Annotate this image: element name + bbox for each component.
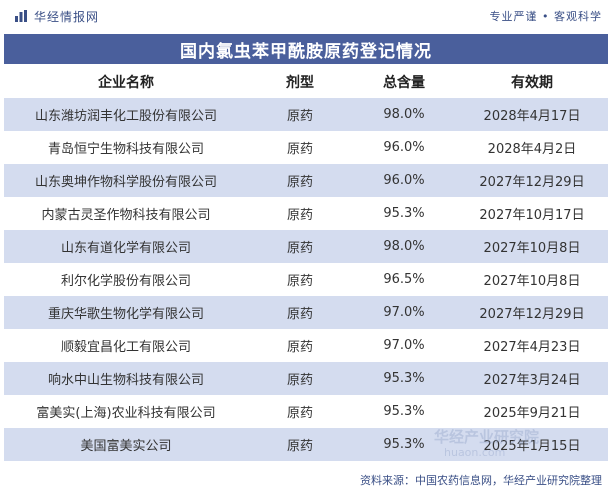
table-row: 顺毅宜昌化工有限公司 原药 97.0% 2027年4月23日 — [4, 329, 608, 362]
content-cell: 96.5% — [352, 263, 456, 296]
company-cell: 山东潍坊润丰化工股份有限公司 — [4, 98, 248, 131]
brand: 华经情报网 — [14, 8, 99, 25]
content-cell: 95.3% — [352, 395, 456, 428]
validity-cell: 2027年10月8日 — [456, 263, 608, 296]
content-cell: 97.0% — [352, 329, 456, 362]
validity-cell: 2027年12月29日 — [456, 164, 608, 197]
table-header-row: 企业名称 剂型 总含量 有效期 — [4, 66, 608, 98]
formulation-cell: 原药 — [248, 428, 352, 461]
column-header-formulation: 剂型 — [248, 66, 352, 98]
content-cell: 95.3% — [352, 362, 456, 395]
company-cell: 内蒙古灵圣作物科技有限公司 — [4, 197, 248, 230]
validity-cell: 2027年3月24日 — [456, 362, 608, 395]
source-text: 资料来源：中国农药信息网，华经产业研究院整理 — [360, 473, 602, 487]
formulation-cell: 原药 — [248, 395, 352, 428]
company-cell: 山东有道化学有限公司 — [4, 230, 248, 263]
source-footer: 资料来源：中国农药信息网，华经产业研究院整理 — [0, 464, 612, 495]
table-row: 内蒙古灵圣作物科技有限公司 原药 95.3% 2027年10月17日 — [4, 197, 608, 230]
formulation-cell: 原药 — [248, 296, 352, 329]
formulation-cell: 原药 — [248, 329, 352, 362]
company-cell: 山东奥坤作物科学股份有限公司 — [4, 164, 248, 197]
company-cell: 重庆华歌生物化学有限公司 — [4, 296, 248, 329]
content-cell: 98.0% — [352, 98, 456, 131]
registration-table: 企业名称 剂型 总含量 有效期 山东潍坊润丰化工股份有限公司 原药 98.0% … — [4, 66, 608, 461]
content-cell: 98.0% — [352, 230, 456, 263]
column-header-company: 企业名称 — [4, 66, 248, 98]
formulation-cell: 原药 — [248, 263, 352, 296]
content-cell: 95.3% — [352, 428, 456, 461]
formulation-cell: 原药 — [248, 197, 352, 230]
column-header-content: 总含量 — [352, 66, 456, 98]
brand-name: 华经情报网 — [34, 9, 100, 24]
table-row: 青岛恒宁生物科技有限公司 原药 96.0% 2028年4月2日 — [4, 131, 608, 164]
table-row: 重庆华歌生物化学有限公司 原药 97.0% 2027年12月29日 — [4, 296, 608, 329]
bar-chart-logo-icon — [15, 10, 27, 22]
table-row: 响水中山生物科技有限公司 原药 95.3% 2027年3月24日 — [4, 362, 608, 395]
column-header-validity: 有效期 — [456, 66, 608, 98]
table-row: 美国富美实公司 原药 95.3% 2025年1月15日 — [4, 428, 608, 461]
page-title: 国内氯虫苯甲酰胺原药登记情况 — [4, 34, 608, 64]
table-row: 富美实(上海)农业科技有限公司 原药 95.3% 2025年9月21日 — [4, 395, 608, 428]
validity-cell: 2027年4月23日 — [456, 329, 608, 362]
formulation-cell: 原药 — [248, 131, 352, 164]
company-cell: 美国富美实公司 — [4, 428, 248, 461]
content-cell: 95.3% — [352, 197, 456, 230]
formulation-cell: 原药 — [248, 164, 352, 197]
top-bar: 华经情报网 专业严谨 • 客观科学 — [0, 0, 612, 32]
validity-cell: 2028年4月17日 — [456, 98, 608, 131]
validity-cell: 2027年10月8日 — [456, 230, 608, 263]
validity-cell: 2028年4月2日 — [456, 131, 608, 164]
content-cell: 97.0% — [352, 296, 456, 329]
validity-cell: 2025年9月21日 — [456, 395, 608, 428]
company-cell: 富美实(上海)农业科技有限公司 — [4, 395, 248, 428]
table-row: 利尔化学股份有限公司 原药 96.5% 2027年10月8日 — [4, 263, 608, 296]
validity-cell: 2025年1月15日 — [456, 428, 608, 461]
company-cell: 顺毅宜昌化工有限公司 — [4, 329, 248, 362]
validity-cell: 2027年12月29日 — [456, 296, 608, 329]
content-cell: 96.0% — [352, 131, 456, 164]
formulation-cell: 原药 — [248, 362, 352, 395]
table-row: 山东有道化学有限公司 原药 98.0% 2027年10月8日 — [4, 230, 608, 263]
company-cell: 利尔化学股份有限公司 — [4, 263, 248, 296]
slogan: 专业严谨 • 客观科学 — [489, 10, 602, 23]
formulation-cell: 原药 — [248, 230, 352, 263]
company-cell: 响水中山生物科技有限公司 — [4, 362, 248, 395]
table-row: 山东潍坊润丰化工股份有限公司 原药 98.0% 2028年4月17日 — [4, 98, 608, 131]
content-cell: 96.0% — [352, 164, 456, 197]
company-cell: 青岛恒宁生物科技有限公司 — [4, 131, 248, 164]
formulation-cell: 原药 — [248, 98, 352, 131]
validity-cell: 2027年10月17日 — [456, 197, 608, 230]
table-row: 山东奥坤作物科学股份有限公司 原药 96.0% 2027年12月29日 — [4, 164, 608, 197]
